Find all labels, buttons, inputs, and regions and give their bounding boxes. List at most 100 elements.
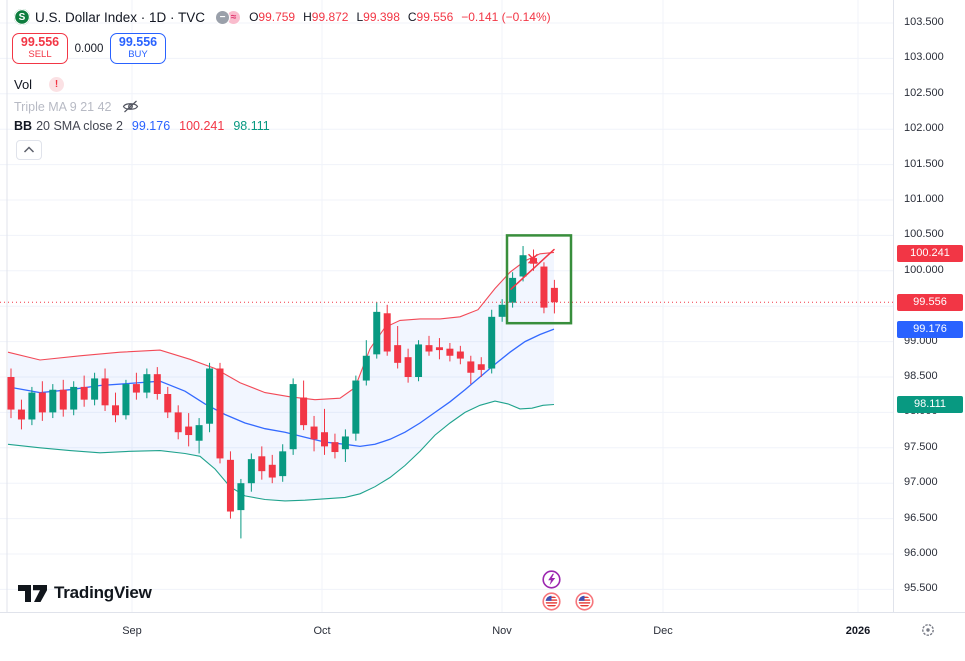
price-axis-label: 102.500 (904, 86, 944, 99)
bb-lower-value: 98.111 (233, 119, 270, 133)
candle-body (352, 380, 360, 434)
order-panel: 99.556 SELL 0.000 99.556 BUY (12, 33, 166, 64)
chart-legend: S U.S. Dollar Index · 1D · TVC − ≈ O99.7… (12, 8, 551, 160)
price-axis-label: 97.000 (904, 476, 938, 489)
close-label: C (407, 10, 417, 24)
open-value: 99.759 (258, 10, 296, 24)
price-axis-label: 98.500 (904, 370, 938, 382)
bb-upper-price-label: 100.241 (897, 245, 963, 263)
candle-body (467, 361, 475, 373)
tradingview-logo: TradingView (18, 583, 152, 603)
bb-basis-price-label: 99.176 (897, 320, 963, 338)
warning-icon[interactable]: ! (49, 77, 65, 92)
candle-body (550, 287, 558, 303)
bb-indicator-name: BB (14, 119, 33, 133)
bb-lower-line (7, 400, 555, 502)
symbol-row[interactable]: S U.S. Dollar Index · 1D · TVC − ≈ O99.7… (14, 8, 551, 26)
high-label: H (303, 10, 312, 24)
candle-body (247, 459, 255, 484)
candle-body (425, 345, 433, 352)
candle-body (331, 442, 339, 453)
highlight-box-annotation (505, 234, 573, 325)
triple-ma-indicator-label: Triple MA 9 21 42 (14, 99, 112, 114)
collapse-legend-button[interactable] (16, 140, 42, 160)
triple-ma-indicator-row[interactable]: Triple MA 9 21 42 (14, 99, 139, 114)
symbol-logo-icon: S (14, 9, 30, 25)
candle-body (509, 277, 517, 303)
candle-body (498, 304, 506, 317)
bollinger-bands-indicator-row[interactable]: BB 20 SMA close 2 99.176 100.241 98.111 (14, 119, 270, 133)
candle-body (143, 374, 151, 393)
eye-off-icon[interactable] (122, 99, 139, 114)
settings-gear-icon[interactable] (920, 622, 936, 638)
candle-body (122, 384, 130, 416)
bb-lower-price-label: 98.111 (897, 396, 963, 414)
chart-pane[interactable]: TradingView (0, 0, 893, 612)
candle-body (153, 374, 161, 394)
volume-indicator-row[interactable]: Vol ! (14, 77, 65, 92)
candle-body (38, 392, 46, 413)
time-axis-label: 2026 (845, 625, 871, 637)
time-axis-label: Sep (122, 625, 142, 637)
price-scale[interactable]: 103.500 103.000 102.500 102.000 101.500 101.0… (893, 0, 965, 612)
candle-body (226, 459, 234, 512)
candle-body (373, 311, 381, 355)
candle-body (300, 397, 308, 426)
candle-body (289, 384, 297, 450)
candle-body (435, 347, 443, 351)
price-axis-label: 100.500 (904, 228, 944, 241)
high-value: 99.872 (311, 10, 349, 24)
price-axis-label: 103.000 (904, 51, 944, 64)
price-axis-label: 101.000 (904, 193, 944, 205)
candle-body (91, 378, 99, 400)
sell-button[interactable]: 99.556 SELL (12, 33, 68, 64)
candle-body (7, 377, 15, 410)
last-price-label: 99.556 (897, 293, 963, 311)
close-value: 99.556 (416, 10, 454, 24)
economic-event-lightning-icon[interactable] (541, 569, 561, 594)
candle-body (185, 426, 193, 436)
price-axis-label: 97.500 (904, 440, 938, 453)
candle-body (456, 351, 464, 359)
chevron-up-icon (23, 146, 35, 153)
time-axis-label: Nov (492, 625, 512, 637)
sell-price: 99.556 (20, 35, 60, 50)
spread-value: 0.000 (74, 42, 104, 55)
buy-label: BUY (128, 49, 148, 61)
bb-indicator-params: 20 SMA close 2 (36, 119, 123, 133)
low-value: 99.398 (363, 10, 400, 24)
candle-body (362, 355, 370, 381)
sell-label: SELL (28, 49, 52, 61)
price-axis-label: 102.000 (904, 122, 944, 135)
tradingview-logo-text: TradingView (54, 583, 152, 602)
time-scale[interactable]: Sep Oct Nov Dec 2026 (0, 612, 965, 661)
candle-body (415, 344, 423, 377)
bb-basis-value: 99.176 (131, 119, 171, 133)
candle-body (49, 389, 57, 413)
price-axis-label: 100.000 (904, 263, 944, 276)
candle-body (112, 405, 119, 416)
symbol-title[interactable]: U.S. Dollar Index · 1D · TVC (35, 9, 206, 25)
buy-button[interactable]: 99.556 BUY (110, 33, 166, 64)
candle-body (164, 393, 172, 413)
candle-body (132, 384, 140, 393)
candle-body (394, 345, 402, 363)
economic-event-us-flag-icon[interactable] (541, 591, 561, 616)
bb-upper-value: 100.241 (179, 119, 225, 133)
candle-body (530, 258, 537, 264)
candle-body (17, 409, 25, 420)
tradingview-logo-icon (18, 584, 47, 602)
economic-event-us-flag-icon[interactable] (574, 591, 594, 616)
price-axis-label: 101.500 (904, 157, 944, 170)
buy-price: 99.556 (118, 35, 158, 50)
candle-body (310, 426, 318, 440)
candle-body (446, 348, 454, 356)
candle-body (195, 425, 203, 441)
candle-body (519, 255, 527, 277)
candle-body (174, 412, 182, 433)
candle-body (477, 364, 485, 370)
market-closed-icon[interactable]: − (215, 9, 231, 25)
change-value: −0.141 (−0.14%) (461, 10, 551, 24)
price-chart-canvas[interactable] (0, 0, 893, 612)
